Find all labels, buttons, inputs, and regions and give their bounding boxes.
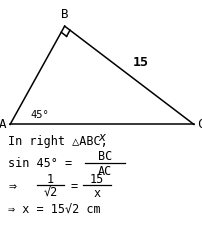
Text: BC: BC — [98, 149, 112, 162]
Text: ⇒: ⇒ — [8, 179, 16, 192]
Text: √2: √2 — [43, 186, 58, 199]
Text: 1: 1 — [47, 172, 54, 185]
Text: A: A — [0, 117, 6, 130]
Text: In right △ABC,: In right △ABC, — [8, 134, 108, 147]
Text: ⇒ x = 15√2 cm: ⇒ x = 15√2 cm — [8, 203, 101, 216]
Text: 15: 15 — [132, 56, 148, 69]
Text: C: C — [197, 117, 202, 130]
Text: x: x — [93, 186, 101, 199]
Text: =: = — [70, 179, 77, 192]
Text: sin 45° =: sin 45° = — [8, 157, 72, 170]
Text: 15: 15 — [90, 172, 104, 185]
Text: AC: AC — [98, 164, 112, 177]
Text: x: x — [98, 131, 106, 144]
Text: B: B — [61, 8, 68, 21]
Text: 45°: 45° — [30, 109, 49, 119]
